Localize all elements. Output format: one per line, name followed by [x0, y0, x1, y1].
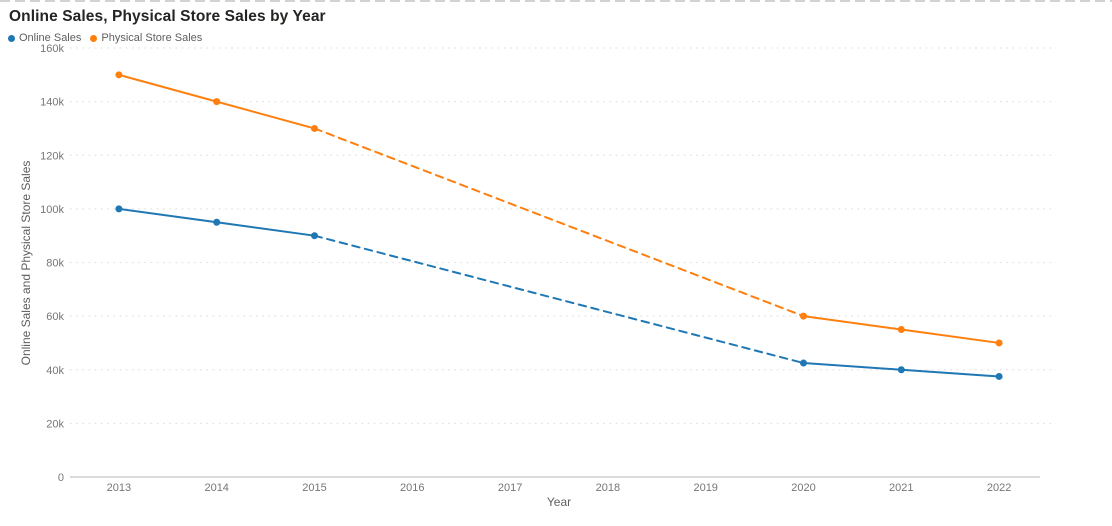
x-axis-title: Year [546, 495, 572, 509]
data-point-marker[interactable] [213, 98, 221, 106]
y-tick-label: 100k [40, 204, 64, 216]
data-point-marker[interactable] [311, 124, 318, 132]
data-point-marker[interactable] [800, 312, 807, 320]
series-line-segment [900, 368, 1001, 378]
y-tick-label: 60k [46, 311, 64, 323]
y-tick-label: 80k [46, 258, 64, 270]
data-point-marker[interactable] [311, 232, 318, 240]
legend: Online Sales Physical Store Sales [8, 32, 202, 44]
y-tick-label: 120k [40, 150, 64, 162]
legend-item-online-sales[interactable]: Online Sales [8, 32, 81, 44]
x-tick-label: 2017 [498, 482, 522, 494]
x-tick-label: 2014 [204, 482, 228, 494]
legend-label: Physical Store Sales [101, 32, 203, 44]
data-point-marker[interactable] [115, 205, 123, 213]
y-tick-label: 140k [40, 97, 64, 109]
legend-label: Online Sales [19, 32, 82, 44]
data-point-marker[interactable] [995, 339, 1003, 347]
x-tick-label: 2018 [596, 482, 620, 494]
series-dashed-segment [313, 234, 805, 365]
series-line-segment [900, 328, 1001, 344]
data-point-marker[interactable] [213, 218, 221, 226]
x-tick-label: 2021 [889, 482, 913, 494]
series-line-segment [117, 207, 218, 224]
y-tick-label: 20k [46, 418, 64, 430]
data-point-marker[interactable] [800, 359, 807, 367]
chart-title: Online Sales, Physical Store Sales by Ye… [9, 8, 326, 25]
data-point-marker[interactable] [115, 71, 123, 79]
data-point-marker[interactable] [897, 326, 905, 334]
series-line-segment [117, 73, 218, 103]
x-tick-label: 2020 [791, 482, 815, 494]
y-tick-label: 0 [58, 472, 64, 484]
x-tick-label: 2019 [693, 482, 717, 494]
series-line-segment [802, 315, 903, 331]
x-tick-label: 2015 [302, 482, 326, 494]
data-point-marker[interactable] [995, 372, 1003, 380]
y-tick-label: 40k [46, 365, 64, 377]
legend-item-physical-store-sales[interactable]: Physical Store Sales [90, 32, 202, 44]
legend-marker-icon [90, 34, 98, 42]
series-line-segment [215, 221, 316, 237]
series-dashed-segment [313, 127, 805, 318]
visual-dashed-border [0, 0, 1112, 2]
legend-marker-icon [8, 34, 15, 42]
x-tick-label: 2016 [400, 482, 424, 494]
data-point-marker[interactable] [897, 366, 905, 374]
series-line-segment [215, 100, 316, 130]
y-tick-label: 160k [40, 43, 64, 55]
x-tick-label: 2022 [987, 482, 1011, 494]
series-line-segment [802, 362, 903, 371]
x-tick-label: 2013 [107, 482, 131, 494]
